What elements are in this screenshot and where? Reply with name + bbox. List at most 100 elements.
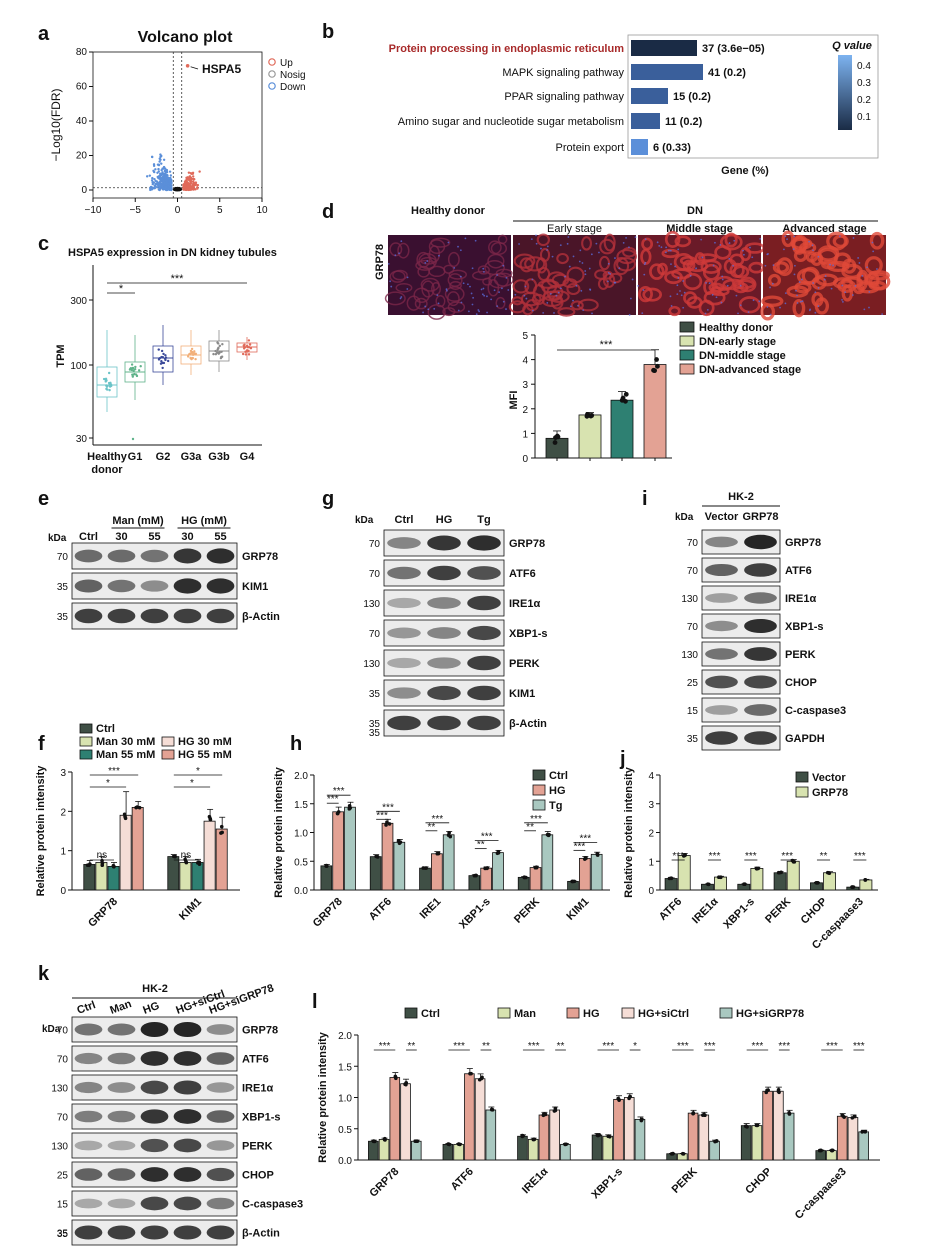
sig-label: *** xyxy=(453,1041,465,1052)
blot-band xyxy=(206,608,235,624)
sig-label: * xyxy=(119,283,124,295)
down-point xyxy=(165,170,169,174)
data-point xyxy=(134,365,137,369)
legend-swatch xyxy=(532,799,546,811)
stage-header: Middle stage xyxy=(666,223,733,235)
bar xyxy=(400,1083,411,1161)
tubule-shape xyxy=(811,292,824,307)
sig-label: *** xyxy=(778,1041,790,1052)
sig-label: *** xyxy=(709,851,721,862)
legend-label: HG 55 mM xyxy=(178,749,232,761)
y-axis-label: Relative protein intensity xyxy=(623,766,635,898)
down-point xyxy=(165,188,169,192)
tubule-shape xyxy=(599,238,616,255)
tubule-shape xyxy=(487,253,505,269)
tubule-shape xyxy=(832,277,853,289)
blot-band xyxy=(173,578,202,594)
sig-label: *** xyxy=(677,1041,689,1052)
category-label: PERK xyxy=(512,896,542,926)
up-point xyxy=(189,188,192,191)
nucleus-dot xyxy=(669,295,672,298)
data-point xyxy=(161,356,165,359)
nucleus-dot xyxy=(851,294,854,296)
tubule-shape xyxy=(420,277,440,292)
nucleus-dot xyxy=(793,235,796,238)
blot-band xyxy=(467,595,501,611)
data-point xyxy=(194,352,198,355)
bar xyxy=(410,1140,422,1161)
data-point xyxy=(394,1076,398,1081)
bar xyxy=(590,853,603,891)
nucleus-dot xyxy=(433,307,436,310)
volcano-title: Volcano plot xyxy=(138,29,233,46)
tubule-shape xyxy=(392,269,408,281)
sig-label: ns xyxy=(97,850,108,861)
nucleus-dot xyxy=(581,262,584,264)
nucleus-dot xyxy=(530,238,533,241)
data-point xyxy=(166,359,170,363)
blot-band xyxy=(467,715,501,731)
data-point xyxy=(132,373,135,376)
sig-label: ** xyxy=(557,1041,565,1052)
legend-swatch xyxy=(621,1007,635,1019)
group-label: donor xyxy=(91,464,123,476)
nucleus-dot xyxy=(733,239,736,242)
sig-label: ns xyxy=(181,850,192,861)
bar xyxy=(529,867,542,891)
tubule-shape xyxy=(761,295,784,307)
nucleus-dot xyxy=(472,296,475,299)
kda-marker: 130 xyxy=(363,599,380,610)
sig-label: * xyxy=(633,1041,637,1052)
data-point xyxy=(384,823,388,827)
down-point xyxy=(153,184,157,187)
tubule-shape xyxy=(869,231,885,250)
nucleus-dot xyxy=(809,308,812,311)
panel-letter: e xyxy=(38,488,49,510)
blot-band xyxy=(74,1023,103,1036)
x-tick-label: 10 xyxy=(256,205,268,216)
y-tick-label: 0.0 xyxy=(294,886,308,897)
nucleus-dot xyxy=(607,280,609,283)
panel-letter: j xyxy=(619,748,626,770)
y-tick-label: 60 xyxy=(76,82,88,93)
down-point xyxy=(148,174,152,177)
kda-marker: 130 xyxy=(51,1142,68,1153)
nucleus-dot xyxy=(764,264,767,267)
legend-label: HG xyxy=(549,785,566,797)
bar xyxy=(517,876,530,891)
kda-marker: 130 xyxy=(681,650,698,661)
blot-band xyxy=(467,655,501,671)
data-point xyxy=(220,830,224,835)
data-point xyxy=(383,1136,387,1141)
blot-band xyxy=(107,1110,136,1123)
nucleus-dot xyxy=(588,267,591,270)
blot-band xyxy=(387,597,421,609)
colorbar-tick: 0.3 xyxy=(857,78,871,89)
nucleus-dot xyxy=(471,267,474,270)
legend-swatch xyxy=(566,1007,580,1019)
tubule-shape xyxy=(487,279,500,297)
nucleus-dot xyxy=(505,308,507,310)
nucleus-dot xyxy=(858,262,861,264)
data-point xyxy=(554,433,560,439)
legend-swatch xyxy=(79,749,93,760)
data-point xyxy=(654,357,659,362)
nucleus-dot xyxy=(706,309,709,311)
blot-band xyxy=(140,608,169,624)
legend-label: Nosig xyxy=(280,70,306,81)
data-point xyxy=(628,1094,632,1099)
chart-l: 0.0 0.5 1.0 1.5 2.0 Relative protein intensit… xyxy=(317,1007,880,1222)
data-point xyxy=(109,381,112,385)
data-point xyxy=(139,365,142,368)
down-point xyxy=(158,188,161,192)
kda-header: kDa xyxy=(675,512,694,523)
enrichment-bar xyxy=(631,113,660,129)
tubule-shape xyxy=(546,284,564,301)
legend-swatch xyxy=(532,769,546,781)
data-point xyxy=(421,866,426,870)
bar xyxy=(442,834,455,891)
nucleus-dot xyxy=(628,313,631,316)
bar xyxy=(786,860,800,891)
nucleus-dot xyxy=(398,252,400,255)
nucleus-dot xyxy=(447,241,450,244)
